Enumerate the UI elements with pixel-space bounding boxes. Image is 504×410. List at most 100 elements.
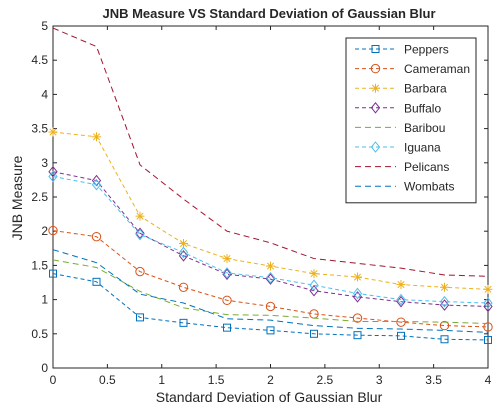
- data-point-cameraman: [439, 320, 450, 331]
- y-tick-label: 1.5: [31, 258, 48, 272]
- chart-title: JNB Measure VS Standard Deviation of Gau…: [102, 6, 435, 21]
- data-point-iguana: [396, 293, 406, 306]
- data-point-buffalo: [91, 174, 102, 187]
- y-tick-label: 4.5: [31, 53, 48, 67]
- legend-marker: [371, 83, 380, 93]
- data-point-iguana: [178, 246, 189, 259]
- data-point-barbara: [396, 280, 406, 290]
- y-tick-label: 3: [41, 156, 48, 170]
- legend-item-wombats: Wombats: [355, 180, 454, 194]
- data-point-iguana: [91, 178, 102, 191]
- data-point-cameraman: [352, 313, 363, 323]
- y-tick-label: 3.5: [31, 122, 48, 136]
- data-point-iguana: [439, 295, 450, 308]
- data-point-peppers: [49, 269, 57, 278]
- data-point-peppers: [136, 313, 144, 322]
- data-point-iguana: [222, 267, 232, 279]
- legend-label: Baribou: [404, 121, 445, 135]
- data-point-barbara: [266, 261, 275, 271]
- data-point-barbara: [309, 269, 319, 279]
- data-point-iguana: [352, 287, 363, 300]
- data-point-cameraman: [135, 266, 145, 277]
- legend-item-buffalo: Buffalo: [355, 101, 441, 115]
- legend: Peppers Cameraman Barbara Buffalo Baribou Igu…: [345, 37, 477, 204]
- legend-item-peppers: Peppers: [355, 43, 449, 57]
- data-point-peppers: [397, 331, 405, 340]
- x-tick-label: 4: [485, 373, 492, 387]
- data-point-barbara: [92, 132, 101, 142]
- y-tick-label: 2.5: [31, 190, 48, 204]
- series-line-cameraman: [52, 230, 489, 328]
- x-tick-label: 3: [376, 373, 383, 387]
- data-point-iguana: [135, 228, 145, 241]
- y-tick-label: 0: [41, 361, 48, 375]
- x-tick-label: 1: [158, 373, 165, 387]
- legend-label: Buffalo: [404, 101, 441, 115]
- data-point-peppers: [440, 335, 449, 344]
- legend-item-iguana: Iguana: [355, 141, 441, 155]
- series-line-wombats: [52, 249, 489, 333]
- y-tick-label: 4: [41, 87, 48, 101]
- data-point-cameraman: [48, 225, 58, 236]
- plot-area: 0 0.5 1 1.5 2 2.5 3 3.5 4 0 0.5 1 1.5 2 2.5 3 3.5 4 4.5 5: [31, 19, 493, 387]
- legend-label: Wombats: [404, 180, 454, 194]
- x-tick-label: 2.5: [317, 373, 334, 387]
- data-point-barbara: [48, 127, 58, 137]
- data-point-cameraman: [396, 317, 406, 327]
- series-line-baribou: [52, 259, 489, 325]
- legend-item-cameraman: Cameraman: [355, 62, 470, 76]
- legend-label: Peppers: [404, 43, 449, 57]
- series-line-buffalo: [52, 171, 489, 307]
- x-tick-label: 0: [50, 373, 57, 387]
- data-point-barbara: [179, 239, 188, 249]
- data-point-buffalo: [309, 284, 319, 297]
- y-tick-label: 2: [41, 224, 48, 238]
- x-tick-label: 1.5: [208, 373, 225, 387]
- data-point-barbara: [353, 272, 362, 282]
- data-point-barbara: [483, 284, 493, 294]
- data-point-iguana: [309, 279, 319, 292]
- data-point-peppers: [484, 335, 492, 344]
- x-tick-label: 2: [267, 373, 274, 387]
- series-line-pelicans: [52, 27, 489, 277]
- data-point-cameraman: [222, 295, 232, 305]
- legend-label: Barbara: [404, 82, 447, 96]
- data-point-iguana: [483, 297, 493, 309]
- legend-marker: [370, 141, 381, 153]
- data-point-buffalo: [396, 295, 406, 308]
- y-axis-label: JNB Measure: [9, 155, 25, 240]
- data-point-peppers: [223, 323, 231, 332]
- data-point-cameraman: [178, 282, 189, 292]
- data-point-cameraman: [91, 231, 102, 242]
- legend-marker: [370, 63, 381, 74]
- legend-marker: [371, 45, 380, 53]
- y-tick-label: 5: [41, 19, 48, 33]
- data-point-peppers: [353, 331, 362, 340]
- legend-marker: [370, 101, 381, 114]
- data-point-buffalo: [222, 268, 232, 281]
- data-point-peppers: [266, 326, 275, 335]
- legend-item-pelicans: Pelicans: [355, 160, 449, 174]
- x-axis-label: Standard Deviation of Gaussian Blur: [156, 389, 383, 405]
- legend-box: [345, 37, 477, 204]
- legend-item-baribou: Baribou: [355, 121, 445, 135]
- data-point-iguana: [48, 170, 58, 183]
- data-point-iguana: [265, 271, 276, 284]
- data-point-barbara: [135, 211, 145, 221]
- data-point-cameraman: [265, 301, 276, 312]
- legend-label: Cameraman: [404, 62, 470, 76]
- legend-item-barbara: Barbara: [355, 82, 447, 96]
- data-point-cameraman: [483, 322, 493, 332]
- x-tick-label: 0.5: [99, 373, 116, 387]
- data-point-barbara: [440, 282, 449, 292]
- legend-label: Iguana: [404, 141, 441, 155]
- series-line-peppers: [52, 273, 489, 341]
- y-tick-label: 0.5: [31, 327, 48, 341]
- y-tick-label: 1: [41, 293, 48, 307]
- legend-label: Pelicans: [404, 160, 449, 174]
- x-tick-label: 3.5: [425, 373, 442, 387]
- data-point-peppers: [92, 277, 101, 286]
- data-point-peppers: [179, 318, 188, 327]
- data-point-barbara: [222, 254, 232, 264]
